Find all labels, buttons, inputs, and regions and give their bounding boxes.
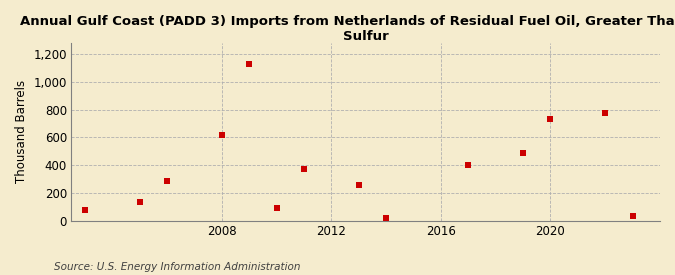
Point xyxy=(134,200,145,204)
Y-axis label: Thousand Barrels: Thousand Barrels xyxy=(15,80,28,183)
Point xyxy=(80,208,90,212)
Title: Annual Gulf Coast (PADD 3) Imports from Netherlands of Residual Fuel Oil, Greate: Annual Gulf Coast (PADD 3) Imports from … xyxy=(20,15,675,43)
Point xyxy=(244,62,254,66)
Point xyxy=(271,206,282,211)
Point xyxy=(600,111,611,115)
Point xyxy=(354,183,364,187)
Point xyxy=(381,216,392,220)
Point xyxy=(463,163,474,167)
Point xyxy=(298,167,309,171)
Text: Source: U.S. Energy Information Administration: Source: U.S. Energy Information Administ… xyxy=(54,262,300,272)
Point xyxy=(162,179,173,183)
Point xyxy=(545,117,556,121)
Point xyxy=(627,214,638,218)
Point xyxy=(217,133,227,138)
Point xyxy=(518,150,529,155)
